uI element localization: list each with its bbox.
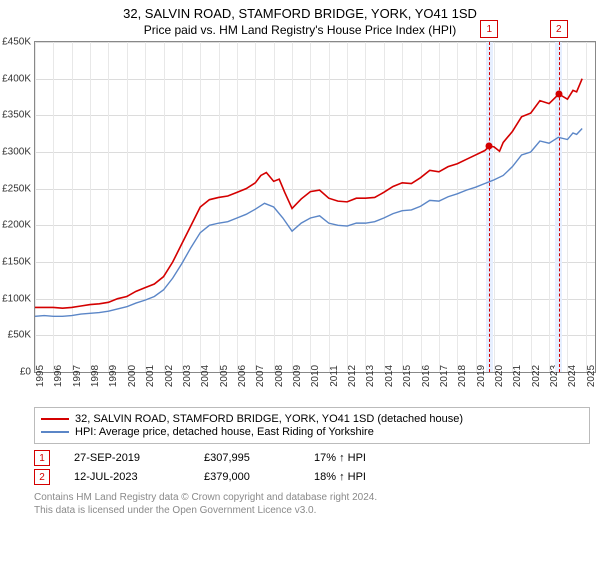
- legend-item-hpi: HPI: Average price, detached house, East…: [41, 426, 583, 438]
- marker-label-box: 1: [480, 20, 498, 38]
- sale-point: [486, 143, 493, 150]
- sale-point: [555, 91, 562, 98]
- page-title: 32, SALVIN ROAD, STAMFORD BRIDGE, YORK, …: [0, 6, 600, 21]
- page-subtitle: Price paid vs. HM Land Registry's House …: [0, 23, 600, 37]
- sales-delta-1: 17% ↑ HPI: [314, 452, 424, 464]
- legend-swatch-hpi: [41, 431, 69, 433]
- sales-row-2: 2 12-JUL-2023 £379,000 18% ↑ HPI: [34, 469, 590, 485]
- chart-container: 32, SALVIN ROAD, STAMFORD BRIDGE, YORK, …: [0, 6, 600, 566]
- legend-label-property: 32, SALVIN ROAD, STAMFORD BRIDGE, YORK, …: [75, 413, 463, 425]
- y-tick-label: £300K: [2, 147, 31, 158]
- legend-label-hpi: HPI: Average price, detached house, East…: [75, 426, 374, 438]
- y-tick-label: £450K: [2, 37, 31, 48]
- sales-row-1: 1 27-SEP-2019 £307,995 17% ↑ HPI: [34, 450, 590, 466]
- marker-label-box: 2: [550, 20, 568, 38]
- legend-item-property: 32, SALVIN ROAD, STAMFORD BRIDGE, YORK, …: [41, 413, 583, 425]
- sales-marker-2: 2: [34, 469, 50, 485]
- sales-marker-1: 1: [34, 450, 50, 466]
- series-line-hpi: [35, 129, 582, 317]
- chart-plot-area: £0£50K£100K£150K£200K£250K£300K£350K£400…: [34, 41, 596, 373]
- y-tick-label: £150K: [2, 257, 31, 268]
- series-svg: [35, 42, 595, 372]
- legend: 32, SALVIN ROAD, STAMFORD BRIDGE, YORK, …: [34, 407, 590, 444]
- sales-date-1: 27-SEP-2019: [74, 452, 204, 464]
- y-tick-label: £250K: [2, 183, 31, 194]
- y-tick-label: £50K: [8, 330, 31, 341]
- series-line-property: [35, 79, 582, 309]
- sales-date-2: 12-JUL-2023: [74, 471, 204, 483]
- y-tick-label: £0: [20, 367, 31, 378]
- y-tick-label: £350K: [2, 110, 31, 121]
- footnote: Contains HM Land Registry data © Crown c…: [34, 491, 590, 517]
- sales-table: 1 27-SEP-2019 £307,995 17% ↑ HPI 2 12-JU…: [34, 450, 590, 485]
- y-tick-label: £200K: [2, 220, 31, 231]
- footnote-line-1: Contains HM Land Registry data © Crown c…: [34, 491, 590, 504]
- legend-swatch-property: [41, 418, 69, 420]
- y-tick-label: £100K: [2, 293, 31, 304]
- sales-delta-2: 18% ↑ HPI: [314, 471, 424, 483]
- y-tick-label: £400K: [2, 73, 31, 84]
- sales-price-2: £379,000: [204, 471, 314, 483]
- sales-price-1: £307,995: [204, 452, 314, 464]
- footnote-line-2: This data is licensed under the Open Gov…: [34, 504, 590, 517]
